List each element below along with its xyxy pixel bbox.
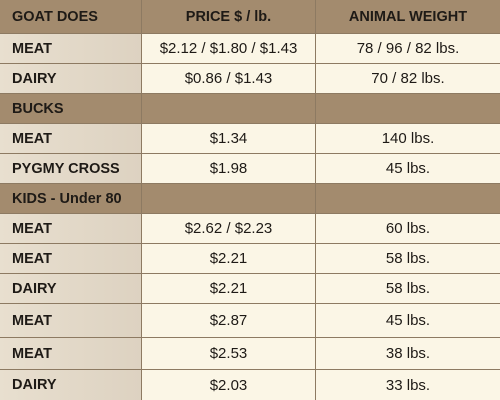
section-empty-cell [316, 94, 500, 124]
table-row: MEAT $2.21 58 lbs. [0, 244, 500, 274]
table-row: DAIRY $2.21 58 lbs. [0, 274, 500, 304]
row-weight: 70 / 82 lbs. [316, 64, 500, 94]
header-price: PRICE $ / lb. [142, 0, 316, 34]
row-weight: 140 lbs. [316, 124, 500, 154]
table-row: MEAT $2.53 38 lbs. [0, 338, 500, 370]
row-weight: 78 / 96 / 82 lbs. [316, 34, 500, 64]
row-price: $2.12 / $1.80 / $1.43 [142, 34, 316, 64]
row-weight: 58 lbs. [316, 274, 500, 304]
row-type: MEAT [0, 34, 142, 64]
row-type: DAIRY [0, 64, 142, 94]
section-header-kids: KIDS - Under 80 [0, 184, 500, 214]
table-row: MEAT $2.62 / $2.23 60 lbs. [0, 214, 500, 244]
row-price: $2.21 [142, 274, 316, 304]
row-price: $1.34 [142, 124, 316, 154]
row-type: MEAT [0, 338, 142, 370]
row-price: $2.21 [142, 244, 316, 274]
table-row: DAIRY $2.03 33 lbs. [0, 370, 500, 400]
table-row: MEAT $1.34 140 lbs. [0, 124, 500, 154]
row-weight: 45 lbs. [316, 154, 500, 184]
row-price: $0.86 / $1.43 [142, 64, 316, 94]
row-weight: 60 lbs. [316, 214, 500, 244]
header-goat-does: GOAT DOES [0, 0, 142, 34]
row-weight: 58 lbs. [316, 244, 500, 274]
row-type: MEAT [0, 304, 142, 338]
row-price: $2.53 [142, 338, 316, 370]
table-row: DAIRY $0.86 / $1.43 70 / 82 lbs. [0, 64, 500, 94]
row-type: PYGMY CROSS [0, 154, 142, 184]
row-price: $2.62 / $2.23 [142, 214, 316, 244]
section-title: BUCKS [0, 94, 142, 124]
section-header-bucks: BUCKS [0, 94, 500, 124]
row-type: DAIRY [0, 370, 142, 400]
row-type: MEAT [0, 214, 142, 244]
row-weight: 33 lbs. [316, 370, 500, 400]
row-price: $1.98 [142, 154, 316, 184]
row-type: MEAT [0, 244, 142, 274]
row-price: $2.87 [142, 304, 316, 338]
row-price: $2.03 [142, 370, 316, 400]
section-empty-cell [316, 184, 500, 214]
row-type: MEAT [0, 124, 142, 154]
section-empty-cell [142, 184, 316, 214]
row-weight: 38 lbs. [316, 338, 500, 370]
table-header: GOAT DOES PRICE $ / lb. ANIMAL WEIGHT [0, 0, 500, 34]
table-row: PYGMY CROSS $1.98 45 lbs. [0, 154, 500, 184]
table-row: MEAT $2.12 / $1.80 / $1.43 78 / 96 / 82 … [0, 34, 500, 64]
header-animal-weight: ANIMAL WEIGHT [316, 0, 500, 34]
section-title: KIDS - Under 80 [0, 184, 142, 214]
section-empty-cell [142, 94, 316, 124]
table-row: MEAT $2.87 45 lbs. [0, 304, 500, 338]
row-weight: 45 lbs. [316, 304, 500, 338]
row-type: DAIRY [0, 274, 142, 304]
